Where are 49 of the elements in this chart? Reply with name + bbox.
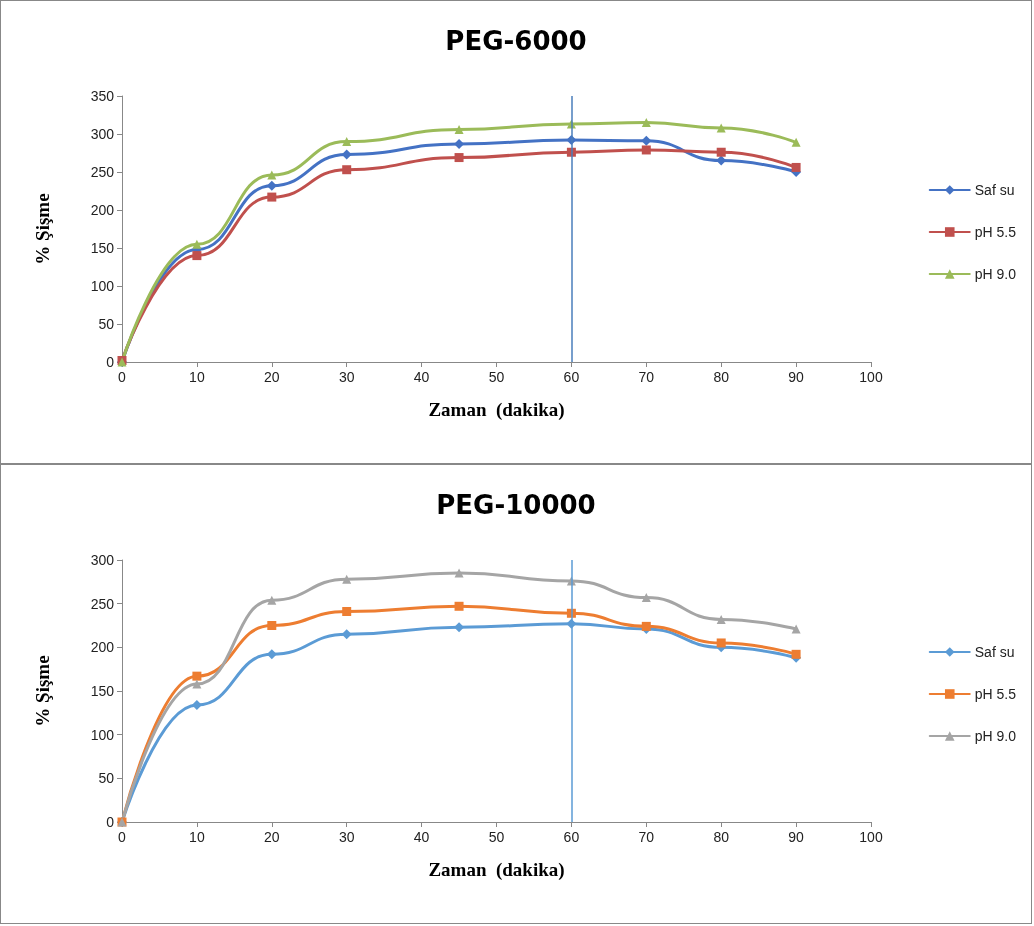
x-tick-label: 70 (638, 829, 655, 845)
y-tick-label: 150 (90, 240, 115, 256)
x-tick-label: 50 (488, 829, 505, 845)
x-tick-label: 90 (788, 829, 805, 845)
x-tick-label: 10 (189, 829, 205, 845)
x-axis-title: Zaman (dakika) (428, 399, 565, 421)
x-tick-label: 50 (488, 369, 505, 385)
legend-label: pH 9.0 (974, 266, 1017, 282)
y-tick-label: 0 (106, 354, 115, 370)
y-tick-label: 350 (90, 88, 115, 104)
y-tick-label: 250 (90, 164, 115, 180)
legend-label: Saf su (974, 182, 1015, 198)
x-tick-label: 20 (264, 829, 280, 845)
legend-label: pH 5.5 (974, 686, 1017, 702)
x-tick-label: 0 (118, 369, 127, 385)
x-tick-label: 20 (264, 369, 280, 385)
y-axis-title: % Şişme (32, 193, 53, 265)
y-tick-label: 100 (90, 278, 115, 294)
y-axis-title: % Şişme (32, 655, 53, 727)
x-tick-label: 30 (338, 829, 355, 845)
y-tick-label: 300 (90, 552, 115, 568)
x-tick-label: 70 (638, 369, 655, 385)
legend-label: pH 5.5 (974, 224, 1017, 240)
legend-label: Saf su (974, 644, 1015, 660)
x-tick-label: 60 (563, 369, 580, 385)
y-tick-label: 100 (90, 726, 115, 743)
legend-label: pH 9.0 (974, 728, 1017, 744)
x-tick-label: 0 (118, 829, 127, 845)
y-tick-label: 300 (90, 126, 115, 142)
y-tick-label: 0 (106, 814, 115, 830)
x-tick-label: 40 (413, 829, 430, 845)
y-tick-label: 150 (90, 683, 115, 699)
y-tick-label: 50 (98, 770, 115, 787)
chart-title: PEG-10000 (436, 490, 596, 520)
x-tick-label: 80 (713, 829, 730, 845)
x-tick-label: 90 (788, 369, 805, 385)
y-tick-label: 200 (90, 639, 115, 656)
y-tick-label: 200 (90, 202, 115, 218)
x-tick-label: 60 (563, 829, 580, 845)
x-tick-label: 100 (859, 829, 883, 845)
y-tick-label: 50 (98, 316, 115, 332)
y-tick-label: 250 (90, 595, 115, 612)
x-tick-label: 80 (713, 369, 730, 385)
x-tick-label: 30 (338, 369, 355, 385)
x-tick-label: 100 (859, 369, 883, 385)
x-tick-label: 10 (189, 369, 205, 385)
x-axis-title: Zaman (dakika) (428, 859, 565, 881)
chart-title: PEG-6000 (445, 26, 587, 56)
x-tick-label: 40 (413, 369, 430, 385)
